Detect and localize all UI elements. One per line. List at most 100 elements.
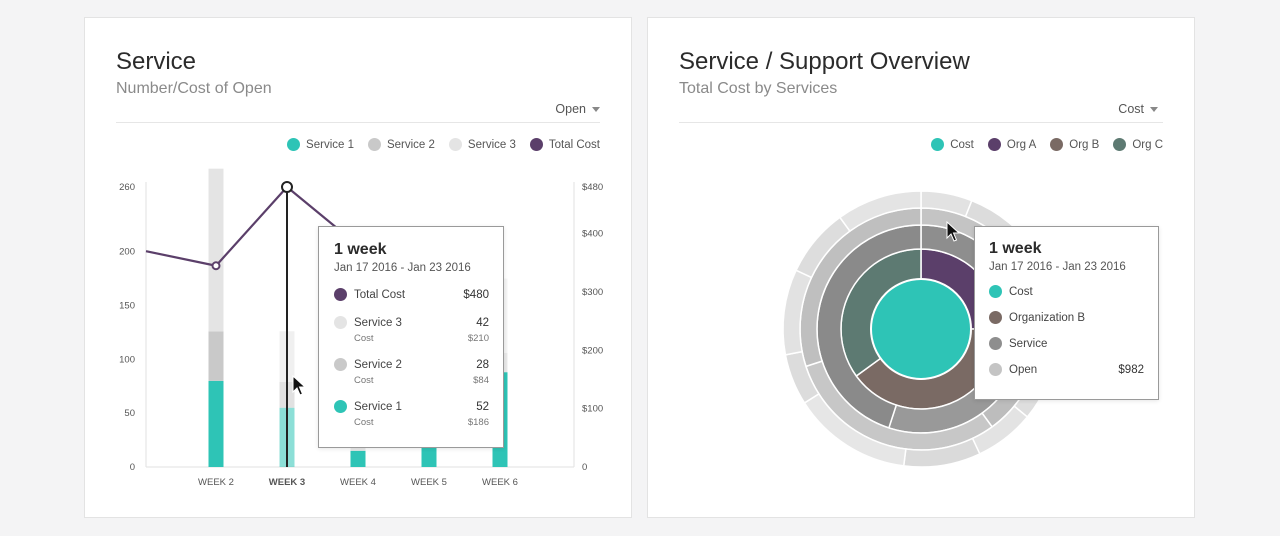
mouse-pointer-icon [946, 221, 960, 242]
legend-item-service-3[interactable]: Service 3 [448, 138, 516, 151]
y-tick-label: 200 [119, 247, 135, 258]
sunburst-segment [838, 190, 922, 233]
tooltip-label: Open [1009, 363, 1038, 376]
legend-item-service-1[interactable]: Service 1 [287, 138, 354, 151]
bar-segment [350, 450, 366, 467]
total-cost-dot [334, 288, 347, 301]
line-point [211, 261, 221, 271]
tooltip-label: Service 2 [354, 358, 402, 371]
legend-item-total-cost[interactable]: Total Cost [529, 138, 600, 151]
sunburst-center [870, 278, 972, 380]
card-subtitle: Total Cost by Services [679, 80, 838, 97]
tooltip-label: Service [1009, 337, 1048, 350]
legend-dot [931, 138, 945, 151]
cost-label: Cost [354, 417, 374, 428]
tooltip-date-range: Jan 17 2016 - Jan 23 2016 [989, 261, 1126, 273]
legend-label: Service 2 [386, 138, 435, 151]
legend-label: Org C [1132, 138, 1163, 151]
cost-label: Cost [354, 375, 374, 386]
service-support-overview-card: Service / Support Overview Total Cost by… [647, 17, 1195, 518]
legend-label: Org A [1006, 138, 1037, 151]
tooltip-cost-row: Cost $84 [334, 375, 489, 386]
y-tick-label: 0 [130, 462, 135, 473]
legend-label: Cost [950, 138, 974, 151]
card-subtitle: Number/Cost of Open [116, 80, 272, 97]
tooltip-count: 28 [476, 358, 489, 371]
dropdown-label: Open [555, 102, 586, 116]
tooltip-row-organization-b: Organization B [989, 311, 1144, 324]
y2-tick-label: $100 [582, 404, 603, 415]
chart-tooltip: 1 week Jan 17 2016 - Jan 23 2016 Total C… [318, 226, 504, 448]
cost-dot [989, 285, 1002, 298]
service-3-dot [334, 316, 347, 329]
tooltip-total-row: Total Cost $480 [334, 288, 489, 301]
tooltip-cost-row: Cost $210 [334, 333, 489, 344]
chart-tooltip: 1 week Jan 17 2016 - Jan 23 2016 Cost Or… [974, 226, 1159, 400]
legend-item-cost[interactable]: Cost [931, 138, 974, 151]
cost-value: $210 [467, 333, 489, 344]
cost-value: $84 [473, 375, 489, 386]
tooltip-value: $480 [463, 288, 489, 301]
legend-label: Total Cost [548, 138, 600, 151]
org-b-dot [989, 311, 1002, 324]
card-title: Service [116, 48, 197, 75]
legend-item-org-a[interactable]: Org A [987, 138, 1037, 151]
x-tick-label: WEEK 6 [482, 477, 518, 488]
x-tick-label: WEEK 4 [340, 477, 376, 488]
legend-label: Service 1 [306, 138, 354, 151]
tooltip-row-service-1: Service 1 52 [334, 400, 489, 413]
service-card: Service Number/Cost of Open Open Service… [84, 17, 632, 518]
tooltip-cost-row: Cost $186 [334, 417, 489, 428]
legend-label: Service 3 [467, 138, 516, 151]
x-tick-label: WEEK 2 [198, 477, 234, 488]
bar-segment [208, 380, 224, 467]
chart-legend: Cost Org A Org B Org C [931, 138, 1163, 151]
legend-dot [987, 138, 1001, 151]
dropdown-label: Cost [1118, 102, 1144, 116]
tooltip-row-service-3: Service 3 42 [334, 316, 489, 329]
legend-dot [1113, 138, 1127, 151]
hover-point [281, 181, 293, 193]
legend-dot [448, 138, 462, 151]
caret-down-icon [1150, 106, 1158, 112]
sunburst-chart [782, 190, 1060, 468]
x-tick-label: WEEK 3 [269, 477, 305, 488]
tooltip-row-cost: Cost [989, 285, 1144, 298]
y-tick-label: 50 [124, 408, 135, 419]
legend-dot [529, 138, 543, 151]
tooltip-row-service-2: Service 2 28 [334, 358, 489, 371]
tooltip-count: 42 [476, 316, 489, 329]
cost-label: Cost [354, 333, 374, 344]
y-tick-label: 100 [119, 354, 135, 365]
legend-dot [287, 138, 301, 151]
metric-dropdown[interactable]: Open [555, 102, 600, 116]
cost-value: $186 [467, 417, 489, 428]
divider [116, 122, 600, 123]
tooltip-label: Total Cost [354, 288, 406, 301]
tooltip-row-open: Open $982 [989, 363, 1144, 376]
open-dot [989, 363, 1002, 376]
bar-segment [208, 168, 224, 332]
y2-tick-label: $480 [582, 182, 603, 193]
metric-dropdown[interactable]: Cost [1118, 102, 1158, 116]
service-dot [989, 337, 1002, 350]
chart-legend: Service 1 Service 2 Service 3 Total Cost [287, 138, 600, 151]
legend-dot [1050, 138, 1064, 151]
service-2-dot [334, 358, 347, 371]
bar-segment [208, 331, 224, 381]
legend-item-org-b[interactable]: Org B [1050, 138, 1099, 151]
tooltip-label: Service 3 [354, 316, 402, 329]
x-tick-label: WEEK 5 [411, 477, 447, 488]
tooltip-count: 52 [476, 400, 489, 413]
legend-item-org-c[interactable]: Org C [1113, 138, 1163, 151]
service-1-dot [334, 400, 347, 413]
tooltip-row-service: Service [989, 337, 1144, 350]
legend-dot [367, 138, 381, 151]
y-tick-label: 150 [119, 300, 135, 311]
card-title: Service / Support Overview [679, 48, 970, 75]
tooltip-label: Service 1 [354, 400, 402, 413]
tooltip-value: $982 [1118, 363, 1144, 376]
y2-tick-label: $200 [582, 345, 603, 356]
legend-item-service-2[interactable]: Service 2 [367, 138, 435, 151]
legend-label: Org B [1069, 138, 1100, 151]
